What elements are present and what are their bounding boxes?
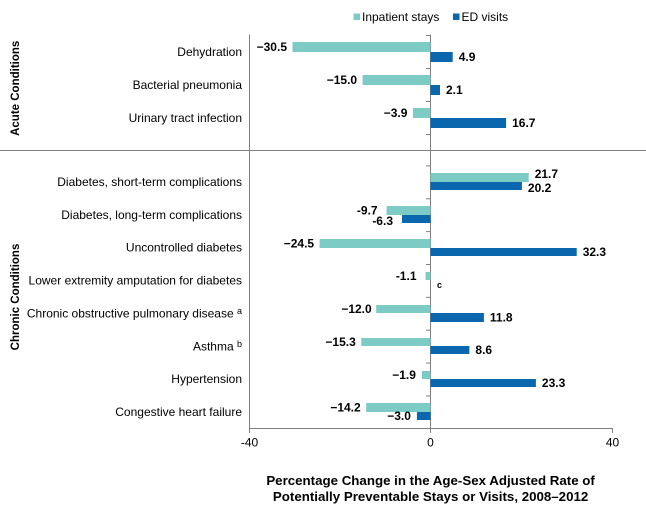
svg-text:Hypertension: Hypertension — [171, 372, 242, 386]
svg-text:20.2: 20.2 — [528, 181, 552, 195]
svg-text:−14.2: −14.2 — [330, 401, 361, 415]
svg-text:Bacterial pneumonia: Bacterial pneumonia — [133, 78, 243, 92]
svg-text:0: 0 — [427, 436, 434, 450]
svg-text:Potentially Preventable Stays: Potentially Preventable Stays or Visits,… — [273, 489, 588, 504]
svg-text:16.7: 16.7 — [512, 116, 536, 130]
svg-text:−30.5: −30.5 — [257, 40, 288, 54]
svg-text:8.6: 8.6 — [475, 343, 492, 357]
svg-text:40: 40 — [606, 436, 620, 450]
svg-text:32.3: 32.3 — [583, 245, 607, 259]
svg-text:Chronic obstructive pulmonary: Chronic obstructive pulmonary disease a — [27, 306, 242, 320]
svg-text:Acute Conditions: Acute Conditions — [10, 41, 22, 136]
svg-text:23.3: 23.3 — [542, 376, 566, 390]
svg-text:−24.5: −24.5 — [284, 237, 315, 251]
svg-text:Inpatient stays: Inpatient stays — [362, 10, 439, 24]
svg-text:ED visits: ED visits — [462, 10, 509, 24]
svg-text:Congestive heart failure: Congestive heart failure — [115, 405, 242, 419]
svg-text:Percentage Change in the Age-S: Percentage Change in the Age-Sex Adjuste… — [266, 473, 595, 488]
svg-text:-40: -40 — [241, 436, 259, 450]
svg-text:−12.0: −12.0 — [341, 302, 372, 316]
svg-text:-1.1: -1.1 — [396, 269, 417, 283]
svg-text:Dehydration: Dehydration — [177, 45, 242, 59]
svg-text:21.7: 21.7 — [535, 167, 559, 181]
svg-text:Diabetes, short-term complicat: Diabetes, short-term complications — [57, 175, 242, 189]
svg-text:Lower extremity amputation for: Lower extremity amputation for diabetes — [29, 274, 242, 288]
svg-text:Uncontrolled diabetes: Uncontrolled diabetes — [126, 241, 242, 255]
svg-text:4.9: 4.9 — [459, 50, 476, 64]
svg-text:Chronic Conditions: Chronic Conditions — [10, 244, 22, 351]
svg-text:-9.7: -9.7 — [357, 204, 378, 218]
svg-text:-6.3: -6.3 — [372, 214, 393, 228]
svg-text:−3.9: −3.9 — [384, 106, 408, 120]
svg-text:Asthma b: Asthma b — [193, 339, 242, 353]
svg-text:Diabetes, long-term complicati: Diabetes, long-term complications — [61, 208, 242, 222]
svg-text:2.1: 2.1 — [446, 83, 463, 97]
svg-text:−1.9: −1.9 — [392, 368, 416, 382]
svg-text:c: c — [437, 280, 442, 290]
svg-text:−15.3: −15.3 — [325, 335, 356, 349]
svg-text:Urinary tract infection: Urinary tract infection — [129, 111, 242, 125]
svg-text:11.8: 11.8 — [490, 311, 513, 325]
svg-text:−3.0: −3.0 — [387, 409, 411, 423]
svg-text:−15.0: −15.0 — [327, 73, 358, 87]
